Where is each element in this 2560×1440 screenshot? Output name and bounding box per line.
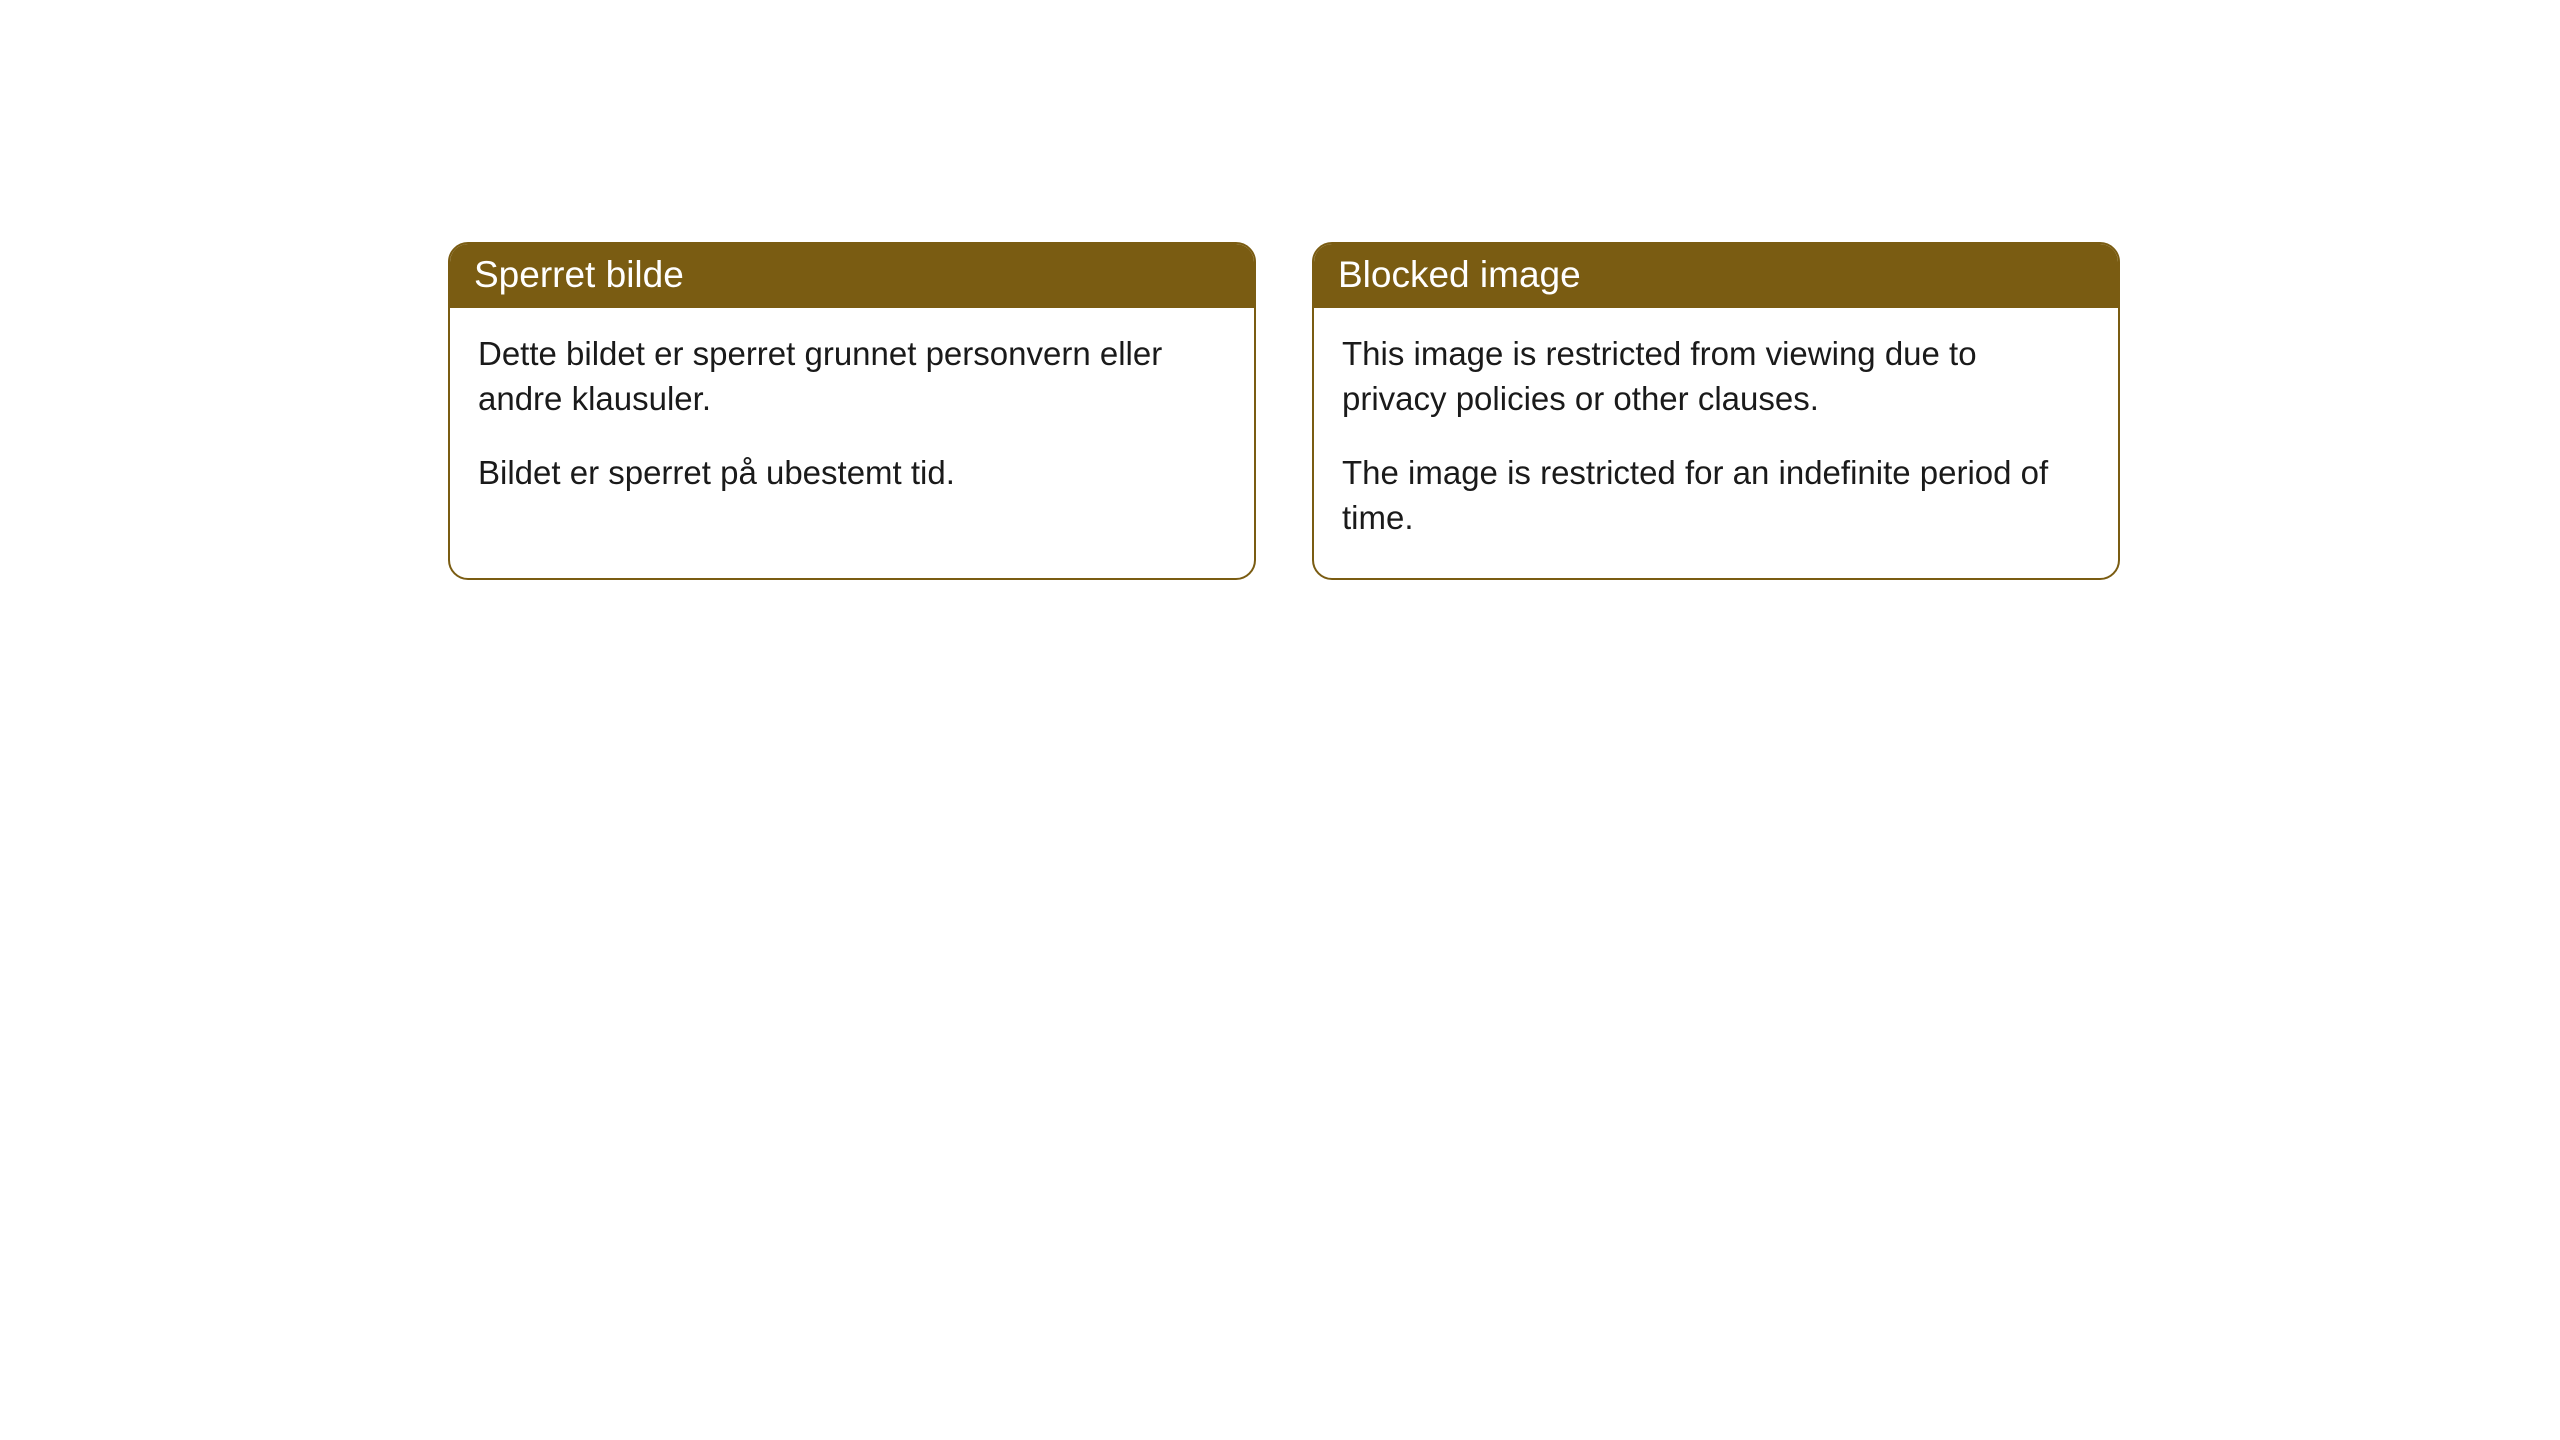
card-paragraph: The image is restricted for an indefinit… bbox=[1342, 451, 2090, 540]
notice-card-english: Blocked image This image is restricted f… bbox=[1312, 242, 2120, 580]
card-header: Blocked image bbox=[1314, 244, 2118, 308]
card-body: This image is restricted from viewing du… bbox=[1314, 308, 2118, 578]
notice-container: Sperret bilde Dette bildet er sperret gr… bbox=[0, 0, 2560, 580]
card-paragraph: This image is restricted from viewing du… bbox=[1342, 332, 2090, 421]
card-paragraph: Dette bildet er sperret grunnet personve… bbox=[478, 332, 1226, 421]
card-paragraph: Bildet er sperret på ubestemt tid. bbox=[478, 451, 1226, 496]
card-body: Dette bildet er sperret grunnet personve… bbox=[450, 308, 1254, 534]
notice-card-norwegian: Sperret bilde Dette bildet er sperret gr… bbox=[448, 242, 1256, 580]
card-header: Sperret bilde bbox=[450, 244, 1254, 308]
